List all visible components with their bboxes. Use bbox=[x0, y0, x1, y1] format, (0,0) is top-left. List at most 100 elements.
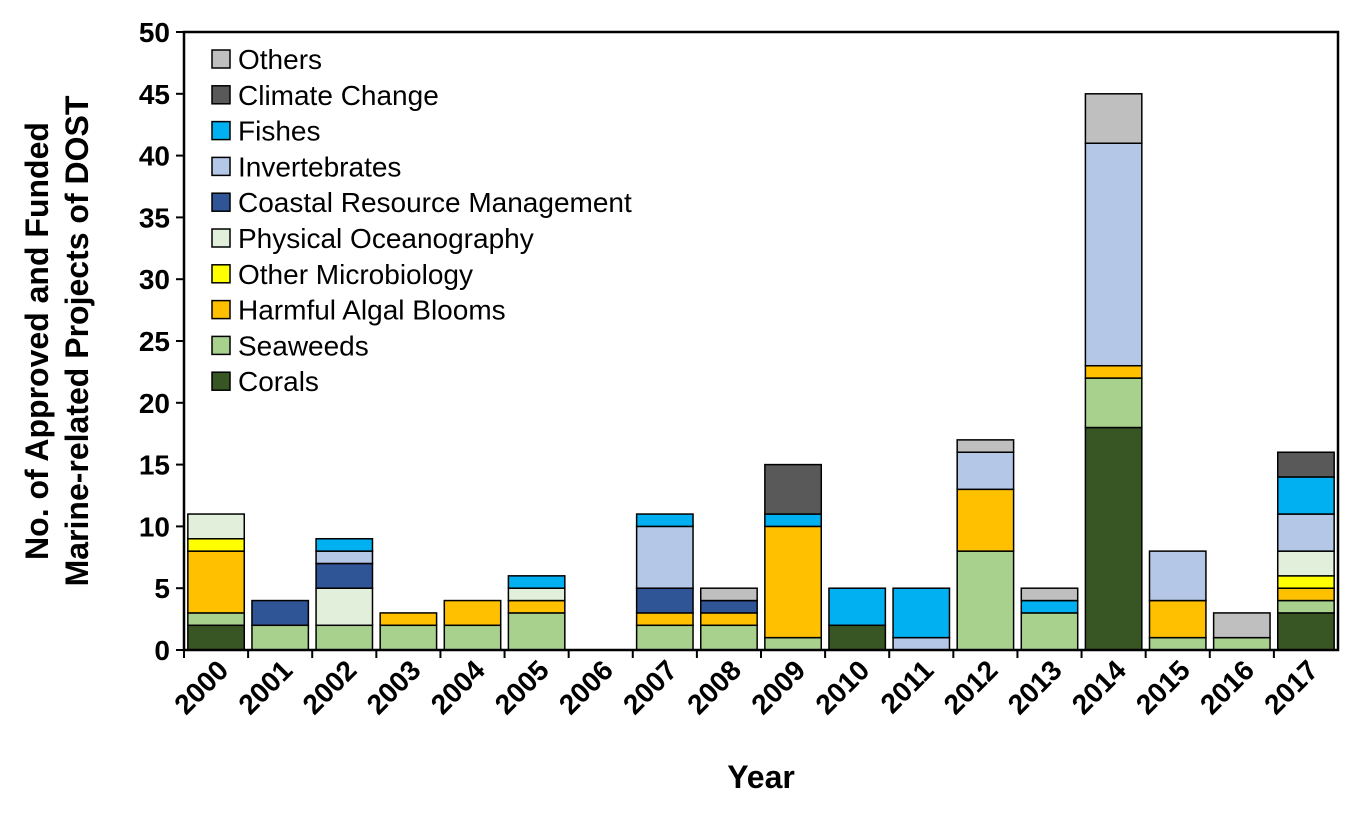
bar-2009-climate-change bbox=[764, 463, 823, 515]
legend-item-other-microbiology: Other Microbiology bbox=[211, 259, 473, 290]
bar-2002-seaweeds bbox=[315, 624, 374, 651]
bar-2010-fishes bbox=[828, 587, 887, 627]
bar-2017-invertebrates bbox=[1276, 513, 1335, 552]
legend-label: Corals bbox=[238, 366, 319, 397]
bar-2017-other-microbiology bbox=[1276, 575, 1335, 589]
x-axis-ticks: 2000200120022003200420052006200720082009… bbox=[168, 650, 1324, 720]
y-axis-title-line2: Marine-related Projects of DOST bbox=[59, 95, 95, 586]
x-tick-label: 2002 bbox=[297, 654, 363, 720]
legend-swatch bbox=[211, 156, 231, 177]
bar-2014-seaweeds bbox=[1084, 377, 1143, 429]
legend-item-seaweeds: Seaweeds bbox=[211, 330, 369, 361]
legend-label: Harmful Algal Blooms bbox=[238, 295, 506, 326]
x-tick-label: 2012 bbox=[938, 654, 1004, 720]
bar-2000-harmful-algal-blooms bbox=[187, 550, 246, 614]
y-tick-label: 20 bbox=[139, 388, 170, 419]
y-tick-label: 40 bbox=[139, 141, 170, 172]
bar-2007-invertebrates bbox=[635, 525, 694, 589]
legend-label: Other Microbiology bbox=[238, 259, 473, 290]
bar-2012-others bbox=[956, 439, 1015, 453]
legend-item-fishes: Fishes bbox=[211, 116, 320, 147]
legend-item-climate-change: Climate Change bbox=[211, 80, 439, 111]
legend-swatch bbox=[211, 49, 231, 69]
bar-2008-harmful-algal-blooms bbox=[699, 612, 758, 627]
bars-layer bbox=[187, 93, 1335, 651]
y-tick-label: 0 bbox=[154, 635, 170, 666]
legend-item-invertebrates: Invertebrates bbox=[211, 151, 401, 182]
bar-2012-seaweeds bbox=[956, 550, 1015, 651]
bar-2015-seaweeds bbox=[1148, 636, 1207, 651]
legend-swatch bbox=[211, 120, 231, 141]
legend-item-physical-oceanography: Physical Oceanography bbox=[211, 223, 534, 254]
x-tick-label: 2000 bbox=[168, 654, 234, 720]
x-axis-title: Year bbox=[727, 759, 795, 795]
bar-2011-invertebrates bbox=[892, 636, 951, 651]
bar-2008-seaweeds bbox=[699, 624, 758, 651]
bar-2000-seaweeds bbox=[187, 612, 246, 627]
bar-2017-fishes bbox=[1276, 476, 1335, 515]
legend-swatch bbox=[211, 85, 231, 105]
y-tick-label: 50 bbox=[139, 17, 170, 48]
x-tick-label: 2013 bbox=[1002, 654, 1068, 720]
x-tick-label: 2001 bbox=[232, 654, 298, 720]
bar-2009-fishes bbox=[764, 513, 823, 528]
bar-2014-others bbox=[1084, 93, 1143, 144]
bar-2012-harmful-algal-blooms bbox=[956, 488, 1015, 552]
x-tick-label: 2004 bbox=[425, 654, 491, 720]
bar-2008-others bbox=[699, 587, 758, 602]
x-tick-label: 2017 bbox=[1258, 654, 1324, 720]
bar-2003-seaweeds bbox=[379, 624, 438, 651]
bar-2009-harmful-algal-blooms bbox=[764, 525, 823, 639]
x-tick-label: 2003 bbox=[361, 654, 427, 720]
legend-swatch bbox=[211, 228, 231, 248]
bar-2017-seaweeds bbox=[1276, 599, 1335, 614]
x-tick-label: 2005 bbox=[489, 654, 555, 720]
legend-label: Others bbox=[238, 44, 322, 75]
bar-2004-harmful-algal-blooms bbox=[443, 599, 502, 627]
bar-2002-physical-oceanography bbox=[315, 587, 374, 627]
bar-2013-others bbox=[1020, 587, 1079, 602]
legend-item-harmful-algal-blooms: Harmful Algal Blooms bbox=[211, 295, 506, 326]
y-axis-title: No. of Approved and Funded Marine-relate… bbox=[19, 95, 95, 586]
bar-2010-corals bbox=[828, 624, 887, 651]
x-tick-label: 2006 bbox=[553, 654, 619, 720]
bar-2017-physical-oceanography bbox=[1276, 550, 1335, 577]
legend-swatch bbox=[211, 335, 231, 356]
x-tick-label: 2014 bbox=[1066, 654, 1132, 720]
bar-2017-corals bbox=[1276, 612, 1335, 651]
x-tick-label: 2008 bbox=[681, 654, 747, 720]
legend-label: Invertebrates bbox=[238, 151, 401, 182]
y-tick-label: 35 bbox=[139, 202, 170, 233]
bar-2002-fishes bbox=[315, 538, 374, 552]
bar-2005-fishes bbox=[507, 575, 566, 589]
legend-label: Fishes bbox=[238, 116, 320, 147]
bar-2014-corals bbox=[1084, 426, 1143, 651]
legend-swatch bbox=[211, 192, 231, 212]
legend-item-others: Others bbox=[211, 44, 322, 75]
bar-2014-invertebrates bbox=[1084, 142, 1143, 367]
bar-2015-invertebrates bbox=[1148, 550, 1207, 602]
bar-2011-fishes bbox=[892, 587, 951, 639]
x-tick-label: 2009 bbox=[745, 654, 811, 720]
bar-2005-physical-oceanography bbox=[507, 587, 566, 602]
x-tick-label: 2016 bbox=[1194, 654, 1260, 720]
bar-2012-invertebrates bbox=[956, 451, 1015, 491]
bar-2009-seaweeds bbox=[764, 636, 823, 651]
bar-2007-seaweeds bbox=[635, 624, 694, 651]
bar-2002-coastal-resource-management bbox=[315, 562, 374, 589]
y-tick-label: 10 bbox=[139, 511, 170, 542]
x-tick-label: 2010 bbox=[809, 654, 875, 720]
bar-2013-seaweeds bbox=[1020, 612, 1079, 651]
x-tick-label: 2007 bbox=[617, 654, 683, 720]
legend-label: Coastal Resource Management bbox=[238, 187, 632, 218]
legend-swatch bbox=[211, 371, 231, 391]
legend-label: Physical Oceanography bbox=[238, 223, 534, 254]
bar-2008-coastal-resource-management bbox=[699, 599, 758, 614]
legend-item-corals: Corals bbox=[211, 366, 319, 397]
bar-2014-harmful-algal-blooms bbox=[1084, 364, 1143, 379]
bar-2016-seaweeds bbox=[1212, 636, 1271, 651]
bar-2000-physical-oceanography bbox=[187, 513, 246, 540]
bar-2007-coastal-resource-management bbox=[635, 587, 694, 614]
legend-label: Seaweeds bbox=[238, 330, 369, 361]
